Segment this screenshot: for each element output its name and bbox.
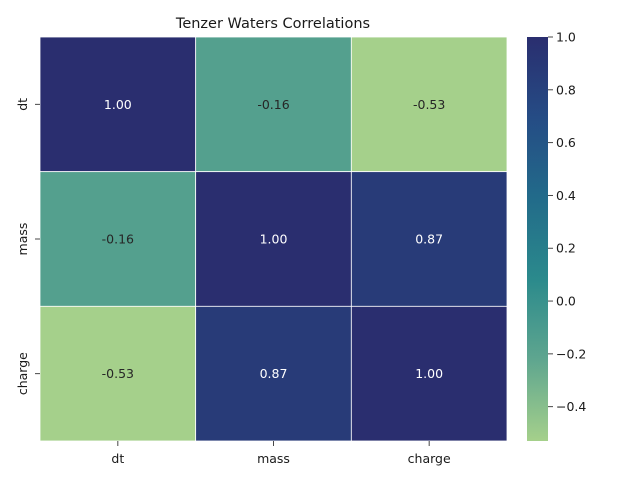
cell-value-label: 0.87 bbox=[260, 366, 288, 381]
colorbar-tick-label: −0.2 bbox=[556, 346, 586, 361]
heatmap-cell bbox=[195, 305, 352, 442]
cell-value-label: -0.53 bbox=[413, 97, 445, 112]
x-axis: dt mass charge bbox=[111, 441, 451, 466]
heatmap-cell bbox=[195, 36, 352, 173]
colorbar-tick-label: −0.4 bbox=[556, 399, 586, 414]
colorbar-tick-label: 1.0 bbox=[556, 30, 576, 45]
heatmap-cell bbox=[350, 36, 508, 173]
colorbar-tick-label: 0.0 bbox=[556, 294, 576, 309]
y-tick-label: mass bbox=[15, 223, 30, 256]
x-tick-label: charge bbox=[408, 451, 451, 466]
cell-value-label: 1.00 bbox=[104, 97, 132, 112]
y-tick-label: dt bbox=[15, 98, 30, 111]
y-tick-label: charge bbox=[15, 352, 30, 395]
cell-value-label: 1.00 bbox=[415, 366, 443, 381]
heatmap-cell bbox=[350, 171, 508, 307]
y-axis: dt mass charge bbox=[15, 98, 40, 395]
colorbar-tick-label: 0.8 bbox=[556, 82, 576, 97]
colorbar: −0.4 −0.2 0.0 0.2 0.4 0.6 0.8 1.0 bbox=[527, 30, 586, 441]
colorbar-gradient bbox=[527, 37, 548, 441]
cell-value-label: 0.87 bbox=[415, 232, 443, 247]
heatmap-cells bbox=[39, 36, 508, 442]
x-tick-label: dt bbox=[111, 451, 124, 466]
cell-value-label: -0.16 bbox=[257, 97, 289, 112]
chart-title: Tenzer Waters Correlations bbox=[175, 16, 370, 32]
heatmap-cell bbox=[195, 171, 352, 307]
heatmap-annotations: 1.00 -0.16 -0.53 -0.16 1.00 0.87 -0.53 0.87 1.00 bbox=[102, 97, 446, 381]
colorbar-tick-label: 0.4 bbox=[556, 188, 576, 203]
colorbar-tick-label: 0.2 bbox=[556, 241, 576, 256]
colorbar-tick-label: 0.6 bbox=[556, 135, 576, 150]
cell-value-label: -0.53 bbox=[102, 366, 134, 381]
cell-value-label: -0.16 bbox=[102, 232, 134, 247]
x-tick-label: mass bbox=[257, 451, 290, 466]
heatmap-cell bbox=[39, 36, 197, 173]
cell-value-label: 1.00 bbox=[260, 232, 288, 247]
heatmap-cell bbox=[39, 171, 197, 307]
heatmap-cell bbox=[39, 305, 197, 442]
